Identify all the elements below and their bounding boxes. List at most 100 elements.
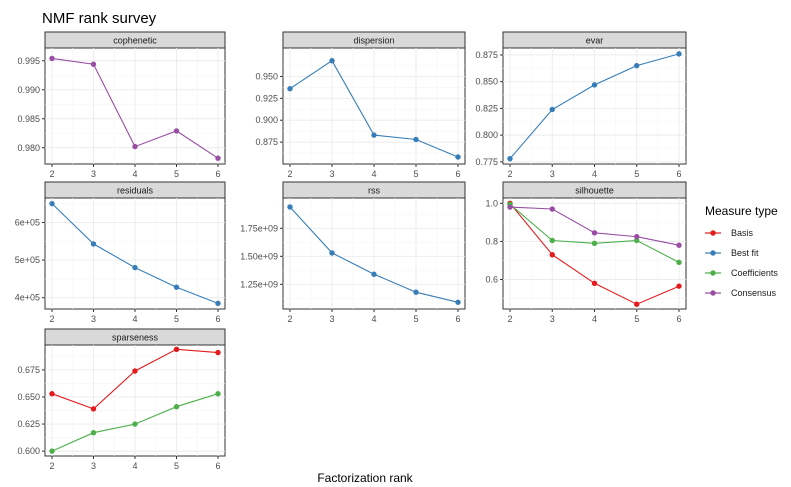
y-tick-label: 0.985 xyxy=(17,114,40,124)
strip-label: evar xyxy=(586,36,604,46)
series-best-fit xyxy=(287,204,461,305)
facet-dispersion: dispersion 0.875 0.900 0.925 0.950 2 3 4 5 6 xyxy=(255,31,466,179)
x-tick-label: 5 xyxy=(413,314,418,324)
y-tick-label: 0.990 xyxy=(17,85,40,95)
legend-key-point xyxy=(710,230,716,236)
strip-label: sparseness xyxy=(112,333,159,343)
x-tick-label: 4 xyxy=(371,314,376,324)
data-point-best-fit xyxy=(329,57,335,64)
y-tick-label: 0.850 xyxy=(475,77,498,87)
data-point-best-fit xyxy=(676,51,682,57)
data-point-basis xyxy=(173,346,180,353)
x-tick-label: 5 xyxy=(174,461,179,471)
data-point-coefficients xyxy=(90,430,97,436)
x-tick-label: 6 xyxy=(676,314,681,324)
data-point-consensus xyxy=(507,204,513,210)
data-point-basis xyxy=(591,280,598,286)
x-tick-label: 6 xyxy=(455,169,460,179)
series-consensus xyxy=(507,204,682,248)
strip-label: cophenetic xyxy=(113,36,157,46)
x-tick-label: 3 xyxy=(329,169,334,179)
x-tick-label: 3 xyxy=(329,314,334,324)
facet-sparseness: sparseness 0.600 0.625 0.650 0.675 2 3 4 5 6 xyxy=(17,328,226,471)
data-point-best-fit xyxy=(287,204,293,210)
x-tick-label: 3 xyxy=(91,314,96,324)
strip-label: residuals xyxy=(117,186,154,196)
x-tick-label: 6 xyxy=(215,314,220,324)
legend-key-point xyxy=(710,290,716,296)
facet-cophenetic: cophenetic 0.980 0.985 0.990 0.995 2 3 4 5 6 xyxy=(17,31,226,179)
y-tick-label: 1.0 xyxy=(485,198,498,208)
x-tick-label: 2 xyxy=(49,169,54,179)
y-tick-label: 1.50e+09 xyxy=(240,251,278,261)
data-point-best-fit xyxy=(413,136,419,143)
series-best-fit xyxy=(49,200,221,307)
x-tick-label: 5 xyxy=(413,169,418,179)
data-point-consensus xyxy=(132,143,138,150)
data-point-coefficients xyxy=(132,421,138,427)
data-point-best-fit xyxy=(507,155,513,162)
data-point-best-fit xyxy=(215,300,221,307)
legend: Measure type Basis Best fit Coefficients Co… xyxy=(705,204,778,298)
y-tick-label: 0.825 xyxy=(475,103,498,113)
data-point-basis xyxy=(49,391,55,397)
data-point-basis xyxy=(132,368,138,374)
y-tick-label: 1.75e+09 xyxy=(240,223,278,233)
gridlines xyxy=(283,48,465,164)
y-tick-label: 6e+05 xyxy=(15,217,40,227)
strip-label: silhouette xyxy=(575,186,614,196)
y-tick-label: 5e+05 xyxy=(15,255,40,265)
data-point-basis xyxy=(634,301,640,307)
legend-key-point xyxy=(710,250,716,256)
y-tick-label: 0.600 xyxy=(17,446,40,456)
legend-item: Basis xyxy=(705,228,754,238)
y-tick-label: 0.995 xyxy=(17,56,40,66)
data-point-basis xyxy=(549,252,555,258)
x-tick-label: 2 xyxy=(287,169,292,179)
x-tick-label: 3 xyxy=(550,314,555,324)
gridlines xyxy=(503,48,686,164)
data-point-best-fit xyxy=(413,289,419,295)
data-point-best-fit xyxy=(455,154,461,160)
data-point-best-fit xyxy=(634,62,640,69)
data-point-consensus xyxy=(549,206,555,212)
series-consensus xyxy=(49,55,221,161)
data-point-best-fit xyxy=(49,200,55,207)
y-tick-label: 0.625 xyxy=(17,419,40,429)
x-tick-label: 4 xyxy=(371,169,376,179)
data-point-coefficients xyxy=(49,448,55,454)
data-point-best-fit xyxy=(549,106,555,113)
y-tick-label: 0.950 xyxy=(255,71,278,81)
y-tick-label: 0.775 xyxy=(475,157,498,167)
data-point-consensus xyxy=(90,61,97,67)
x-tick-label: 2 xyxy=(287,314,292,324)
x-tick-label: 3 xyxy=(91,461,96,471)
data-point-basis xyxy=(90,406,97,412)
x-tick-label: 2 xyxy=(49,461,54,471)
y-tick-label: 0.875 xyxy=(475,50,498,60)
x-tick-label: 5 xyxy=(634,314,639,324)
data-point-basis xyxy=(215,349,221,356)
x-tick-label: 4 xyxy=(132,169,137,179)
y-tick-label: 0.980 xyxy=(17,143,40,153)
x-tick-label: 6 xyxy=(215,169,220,179)
data-point-best-fit xyxy=(455,299,461,305)
series-best-fit xyxy=(507,51,682,162)
data-point-coefficients xyxy=(215,391,221,397)
data-point-basis xyxy=(676,283,682,289)
data-point-coefficients xyxy=(634,237,640,244)
data-point-best-fit xyxy=(90,241,97,247)
data-point-consensus xyxy=(215,155,221,161)
data-point-consensus xyxy=(173,128,180,134)
facet-evar: evar 0.775 0.800 0.825 0.850 0.875 2 3 4 5 6 xyxy=(475,31,687,179)
x-tick-label: 6 xyxy=(215,461,220,471)
data-point-best-fit xyxy=(173,284,180,290)
x-tick-label: 2 xyxy=(507,314,512,324)
y-tick-label: 0.8 xyxy=(485,236,498,246)
data-point-best-fit xyxy=(591,82,598,88)
y-tick-label: 0.800 xyxy=(475,130,498,140)
legend-entries: Basis Best fit Coefficients Consensus xyxy=(705,228,778,298)
y-tick-label: 0.900 xyxy=(255,115,278,125)
x-tick-label: 6 xyxy=(455,314,460,324)
legend-key-point xyxy=(710,270,716,276)
